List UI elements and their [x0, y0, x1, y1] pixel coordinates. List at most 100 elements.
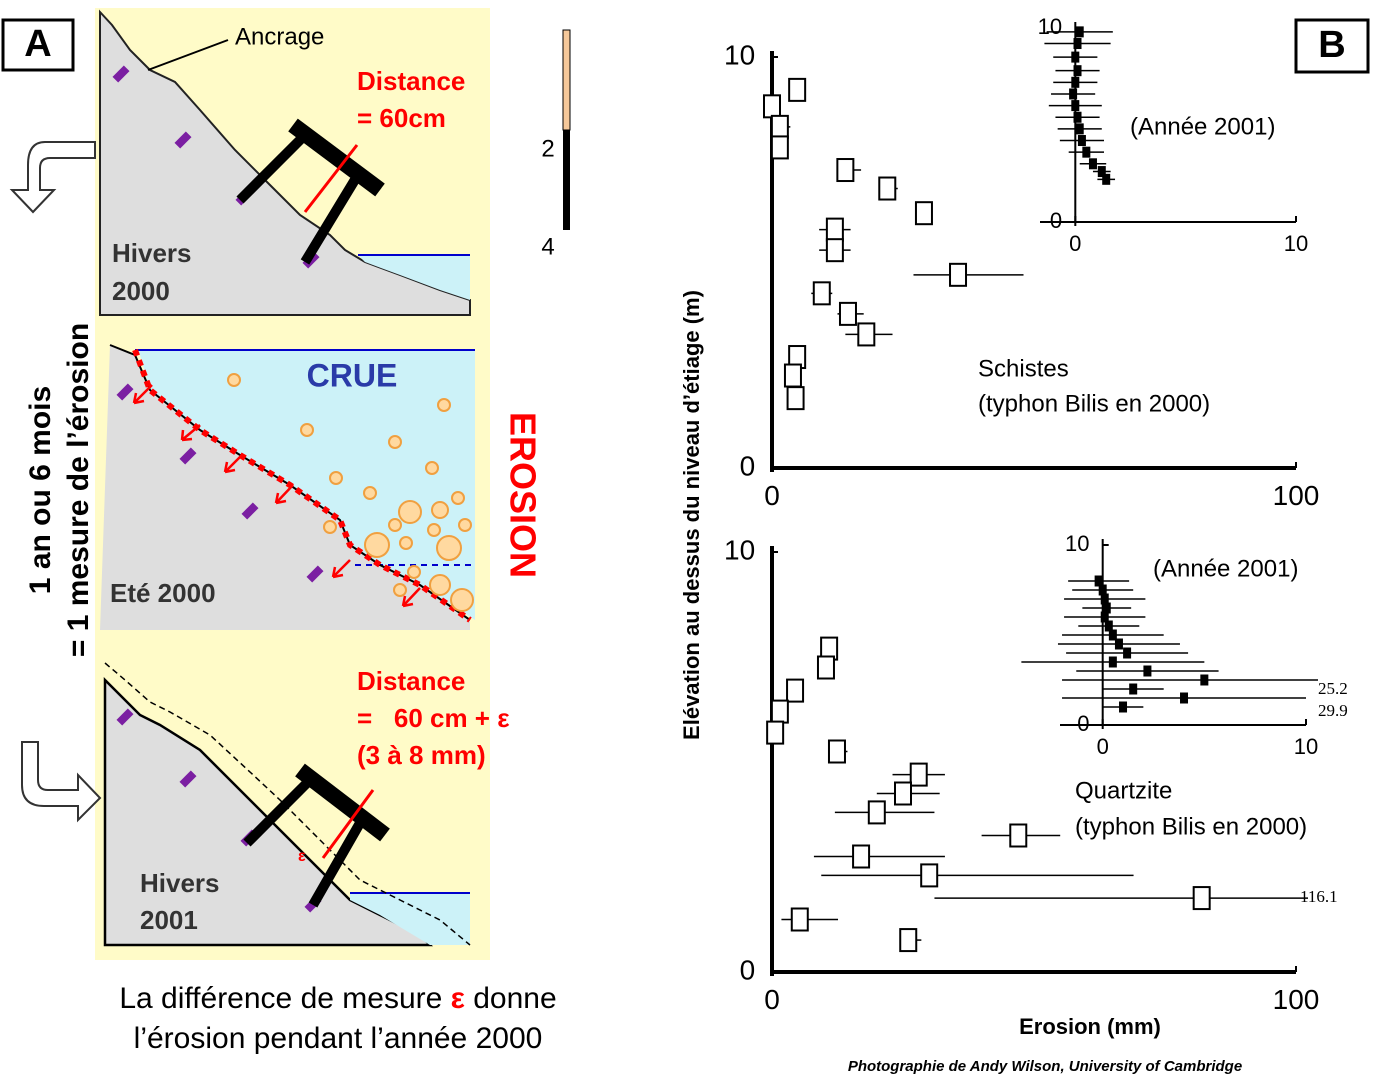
y-tick-label: 0 — [1050, 208, 1062, 233]
point — [899, 928, 918, 953]
panel-label: A — [24, 23, 51, 65]
side-text: 1 an ou 6 mois — [24, 386, 57, 594]
point — [1094, 575, 1103, 587]
point — [1129, 683, 1138, 695]
point — [836, 158, 855, 183]
point — [770, 135, 789, 160]
point — [914, 201, 933, 226]
distance-range: (3 à 8 mm) — [357, 740, 486, 770]
point — [1143, 665, 1152, 677]
point — [1075, 123, 1084, 135]
season-label: Hivers — [112, 238, 192, 268]
point — [790, 907, 809, 932]
anchors — [116, 383, 324, 583]
cycle-arrow — [9, 141, 96, 214]
y-tick-label: 10 — [724, 39, 755, 70]
point — [1119, 701, 1128, 713]
previous-bank — [104, 662, 471, 946]
epsilon-label: ε — [298, 848, 306, 865]
eroded-line — [132, 348, 472, 623]
point — [1069, 88, 1078, 100]
point — [770, 699, 789, 724]
point — [827, 739, 846, 764]
rock — [100, 345, 470, 630]
point — [1192, 886, 1211, 911]
inset-title: (Année 2001) — [1130, 113, 1275, 140]
point — [920, 863, 939, 888]
point — [766, 720, 785, 745]
point — [786, 678, 805, 703]
point — [1114, 638, 1123, 650]
annotation: (typhon Bilis en 2000) — [978, 390, 1210, 417]
anchor-label: Ancrage — [235, 23, 324, 50]
annotation: 116.1 — [1300, 887, 1338, 906]
erosion-arrows — [132, 384, 421, 608]
side-text: = 1 mesure de l’érosion — [62, 323, 95, 657]
point — [816, 655, 835, 680]
chart — [1021, 539, 1318, 729]
point — [1073, 111, 1082, 123]
water — [358, 255, 470, 300]
panel-label-box — [1, 18, 75, 72]
y-tick-label: 0 — [1077, 711, 1089, 736]
point — [1071, 51, 1080, 63]
x-tick-label: 100 — [1273, 984, 1320, 1015]
scale-label: 4 — [541, 233, 554, 260]
point — [894, 781, 912, 806]
y-axis-label: Elévation au dessus du niveau d’étiage (… — [679, 290, 704, 740]
scale-bar — [563, 130, 570, 230]
credit: Photographie de Andy Wilson, University … — [848, 1058, 1242, 1075]
annotation: (typhon Bilis en 2000) — [1075, 813, 1307, 840]
distance-value: = 60cm — [357, 103, 446, 133]
season-label: 2001 — [140, 905, 198, 935]
season-label: Eté 2000 — [110, 578, 216, 608]
chart — [763, 51, 1297, 472]
point — [770, 114, 789, 139]
water — [350, 893, 470, 945]
point — [1071, 100, 1080, 112]
annotation: Quartzite — [1075, 777, 1172, 804]
rock — [99, 9, 471, 316]
caption-text: donne — [465, 982, 557, 1015]
point — [825, 217, 844, 242]
point — [1097, 166, 1106, 178]
point — [763, 94, 781, 119]
y-tick-label: 10 — [1065, 531, 1089, 556]
point — [878, 176, 897, 201]
point — [1075, 26, 1084, 38]
caption-text: La différence de mesure — [119, 982, 450, 1015]
point — [949, 262, 968, 287]
instrument — [236, 118, 385, 265]
point — [1102, 173, 1111, 185]
sediment — [227, 373, 474, 612]
distance-title: Distance — [357, 666, 465, 696]
point — [788, 77, 807, 102]
scale-bar — [562, 29, 571, 131]
y-tick-label: 0 — [740, 954, 756, 985]
point — [1200, 674, 1209, 686]
distance-value: = 60 cm + ε — [357, 703, 510, 733]
x-axis-label: Erosion (mm) — [1019, 1014, 1161, 1039]
point — [1082, 146, 1091, 158]
water — [135, 350, 475, 620]
y-tick-label: 0 — [740, 450, 756, 481]
annotation: Schistes — [978, 355, 1069, 382]
point — [1077, 135, 1086, 147]
point — [825, 238, 844, 263]
point — [838, 301, 857, 326]
flood-label: CRUE — [307, 357, 398, 393]
point — [812, 281, 831, 306]
inset-title: (Année 2001) — [1153, 555, 1298, 582]
season-label: 2000 — [112, 276, 170, 306]
y-tick-label: 10 — [724, 534, 755, 565]
point — [1108, 629, 1117, 641]
annotation: 25.2 — [1318, 679, 1348, 698]
annotation: 29.9 — [1318, 701, 1348, 720]
panel-label: B — [1318, 24, 1345, 66]
distance-title: Distance — [357, 66, 465, 96]
process-label: EROSION — [502, 412, 543, 578]
x-tick-label: 10 — [1284, 231, 1308, 256]
x-tick-label: 0 — [1097, 734, 1109, 759]
point — [1073, 65, 1082, 77]
x-tick-label: 0 — [764, 480, 780, 511]
